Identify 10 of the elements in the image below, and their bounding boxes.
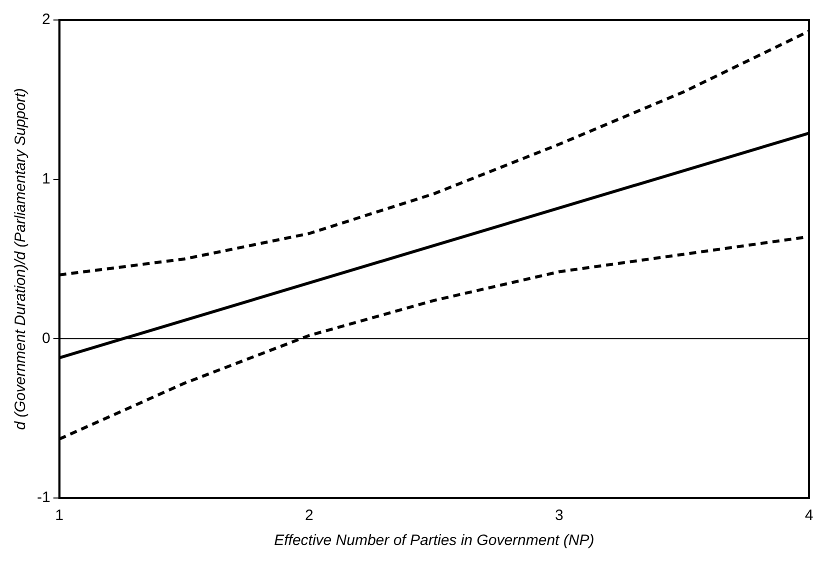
y-tick-label: 0: [42, 330, 50, 347]
x-tick-label: 3: [554, 507, 564, 524]
x-tick-label: 2: [305, 507, 314, 524]
x-axis-title: Effective Number of Parties in Government (NP): [274, 532, 594, 550]
y-tick-label: -1: [36, 489, 50, 506]
x-tick-label: 1: [55, 507, 64, 524]
y-tick-label: 1: [42, 170, 50, 188]
x-tick-label: 4: [804, 507, 814, 524]
y-axis-title: d (Government Duration)/d (Parliamentary Support): [12, 88, 30, 430]
y-tick-label: 2: [42, 11, 50, 28]
